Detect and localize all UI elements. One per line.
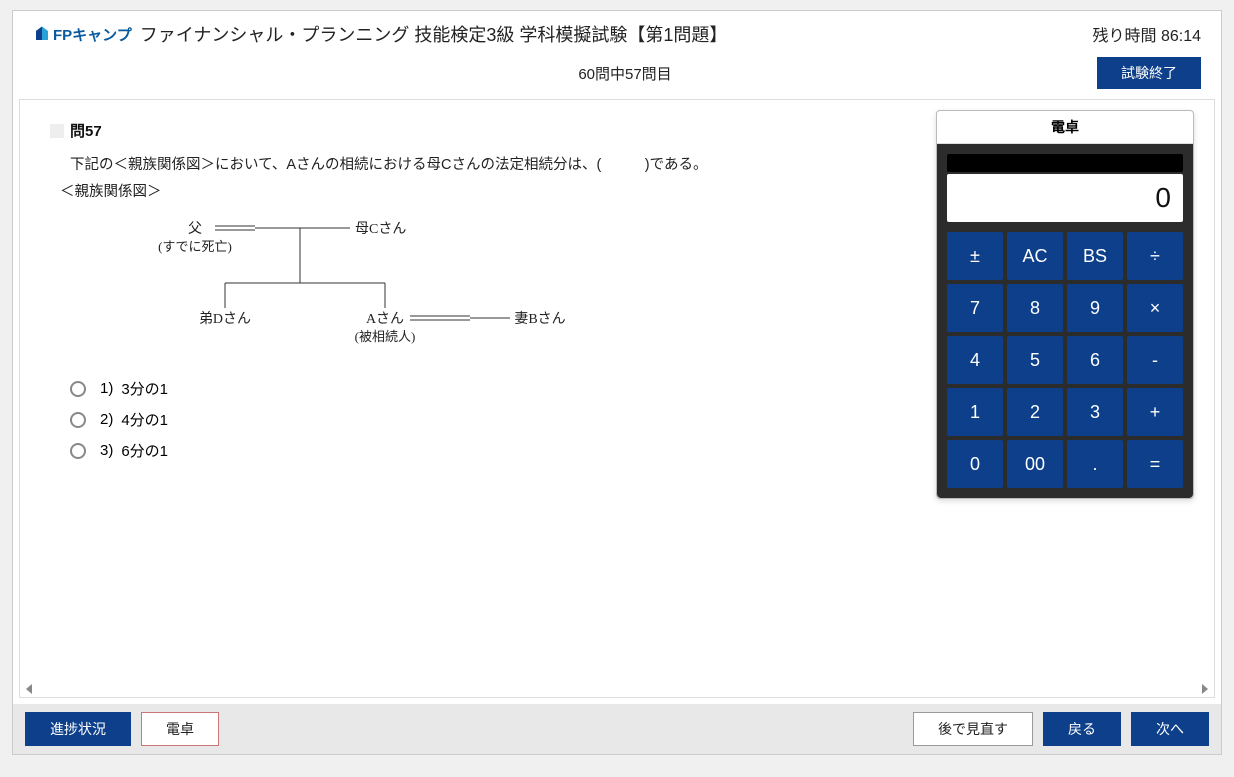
- app-frame: FPキャンプ ファイナンシャル・プランニング 技能検定3級 学科模擬試験【第1問…: [12, 10, 1222, 755]
- calculator-title: 電卓: [937, 111, 1193, 144]
- calculator-display: 0: [947, 174, 1183, 222]
- footer: 進捗状況 電卓 後で見直す 戻る 次へ: [13, 704, 1221, 754]
- diagram-a-note: (被相続人): [355, 329, 416, 344]
- option-text: 3分の1: [121, 378, 168, 399]
- calc-key-9[interactable]: 9: [1067, 284, 1123, 332]
- diagram-father: 父: [188, 222, 202, 237]
- calculator-body: 0 ± AC BS ÷ 7 8 9 × 4 5 6 - 1: [937, 144, 1193, 498]
- option-num: 3): [100, 442, 113, 459]
- calc-key-0[interactable]: 0: [947, 440, 1003, 488]
- calc-key-minus[interactable]: -: [1127, 336, 1183, 384]
- diagram-wife: 妻Bさん: [514, 311, 565, 327]
- progress-text: 60問中57問目: [153, 63, 1097, 84]
- calc-key-2[interactable]: 2: [1007, 388, 1063, 436]
- review-later-button[interactable]: 後で見直す: [913, 712, 1033, 746]
- diagram-mother: 母Cさん: [355, 221, 406, 237]
- option-num: 2): [100, 411, 113, 428]
- diagram-father-note: (すでに死亡): [158, 239, 232, 254]
- calc-key-7[interactable]: 7: [947, 284, 1003, 332]
- calc-key-dot[interactable]: .: [1067, 440, 1123, 488]
- calc-key-multiply[interactable]: ×: [1127, 284, 1183, 332]
- option-text: 4分の1: [121, 409, 168, 430]
- calc-key-plus[interactable]: +: [1127, 388, 1183, 436]
- timer: 残り時間 86:14: [1092, 22, 1201, 46]
- calc-key-8[interactable]: 8: [1007, 284, 1063, 332]
- option-text: 6分の1: [121, 440, 168, 461]
- diagram-brother: 弟Dさん: [199, 311, 251, 327]
- header: FPキャンプ ファイナンシャル・プランニング 技能検定3級 学科模擬試験【第1問…: [13, 11, 1221, 51]
- calculator-toggle-button[interactable]: 電卓: [141, 712, 219, 746]
- radio-icon: [70, 443, 86, 459]
- diagram-a: Aさん: [366, 311, 404, 327]
- logo-icon: [33, 25, 51, 43]
- calc-key-6[interactable]: 6: [1067, 336, 1123, 384]
- timer-value: 86:14: [1161, 28, 1201, 45]
- option-num: 1): [100, 380, 113, 397]
- calc-key-bs[interactable]: BS: [1067, 232, 1123, 280]
- exam-title: ファイナンシャル・プランニング 技能検定3級 学科模擬試験【第1問題】: [140, 21, 728, 47]
- calc-key-4[interactable]: 4: [947, 336, 1003, 384]
- calc-key-divide[interactable]: ÷: [1127, 232, 1183, 280]
- horizontal-scrollbar[interactable]: [26, 683, 1208, 695]
- logo: FPキャンプ: [33, 24, 132, 45]
- calc-key-ac[interactable]: AC: [1007, 232, 1063, 280]
- calc-key-1[interactable]: 1: [947, 388, 1003, 436]
- calc-key-5[interactable]: 5: [1007, 336, 1063, 384]
- calc-key-equals[interactable]: =: [1127, 440, 1183, 488]
- content-area: 問57 下記の＜親族関係図＞において、Aさんの相続における母Cさんの法定相続分は…: [19, 99, 1215, 698]
- next-button[interactable]: 次へ: [1131, 712, 1209, 746]
- radio-icon: [70, 381, 86, 397]
- back-button[interactable]: 戻る: [1043, 712, 1121, 746]
- logo-text: FPキャンプ: [53, 24, 132, 45]
- end-exam-button[interactable]: 試験終了: [1097, 57, 1201, 89]
- calc-key-00[interactable]: 00: [1007, 440, 1063, 488]
- calc-key-3[interactable]: 3: [1067, 388, 1123, 436]
- calculator-keypad: ± AC BS ÷ 7 8 9 × 4 5 6 - 1 2 3: [947, 232, 1183, 488]
- calculator-memory-bar: [947, 154, 1183, 172]
- calc-key-plusminus[interactable]: ±: [947, 232, 1003, 280]
- subheader: 60問中57問目 試験終了: [13, 51, 1221, 99]
- radio-icon: [70, 412, 86, 428]
- calculator-panel: 電卓 0 ± AC BS ÷ 7 8 9 × 4 5: [936, 110, 1194, 499]
- progress-button[interactable]: 進捗状況: [25, 712, 131, 746]
- timer-label: 残り時間: [1092, 28, 1156, 45]
